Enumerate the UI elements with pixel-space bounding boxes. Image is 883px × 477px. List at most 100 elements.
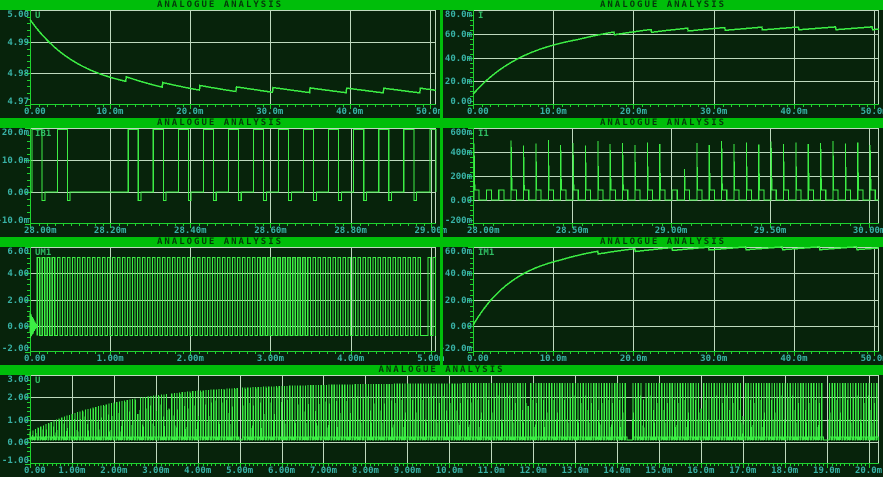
plot-area[interactable]	[25, 128, 437, 228]
x-tick-label: 4.00m	[337, 354, 365, 364]
y-tick-label: 60.0m	[444, 29, 472, 40]
x-tick-label: 10.0m	[539, 107, 567, 117]
x-tick-label: 40.0m	[780, 354, 808, 364]
panel-title-bar: ANALOGUE ANALYSIS	[0, 237, 440, 247]
panel-divider	[440, 0, 443, 365]
y-tick-label: 80.0m	[444, 10, 472, 20]
trace-label: IB1	[35, 129, 52, 139]
plot-area[interactable]	[468, 246, 879, 356]
plot-area[interactable]	[25, 10, 437, 109]
waveform-svg	[468, 10, 880, 109]
panel-title: ANALOGUE ANALYSIS	[599, 237, 727, 247]
y-tick-label: 0.00	[7, 188, 29, 198]
trace	[472, 25, 880, 95]
x-tick-label: 0.00	[467, 354, 489, 364]
y-tick-label: 600m	[450, 128, 472, 138]
x-tick-label: 28.50m	[555, 226, 589, 236]
y-tick-label: -2.00	[1, 344, 29, 354]
x-tick-label: 7.00m	[309, 466, 338, 476]
x-tick-label: 40.0m	[780, 107, 808, 117]
trace	[30, 128, 437, 202]
x-tick-label: 1.00m	[58, 466, 86, 476]
analysis-panel-base-current: ANALOGUE ANALYSIS IB1 28.00m 28.20m 28.40m…	[0, 118, 447, 237]
x-tick-label: 20.0m	[854, 466, 883, 476]
trace	[472, 246, 879, 326]
x-tick-label: 30.0m	[256, 107, 284, 117]
trace	[29, 382, 880, 441]
panel-title: ANALOGUE ANALYSIS	[156, 237, 284, 247]
y-tick-label: 10.0m	[1, 156, 29, 166]
y-tick-label: 3.00	[7, 375, 29, 385]
waveform-svg	[25, 128, 437, 228]
y-tick-label: 6.00	[7, 247, 29, 257]
x-tick-label: 13.0m	[561, 466, 589, 476]
x-tick-label: 0.00	[467, 107, 489, 117]
waveform-svg	[25, 247, 437, 356]
x-tick-label: 15.0m	[645, 466, 673, 476]
x-tick-label: 50.0m	[860, 354, 883, 364]
x-tick-label: 28.80m	[334, 226, 367, 236]
x-tick-label: 20.0m	[176, 107, 204, 117]
y-tick-label: 40.0m	[444, 269, 472, 280]
panel-title-bar: ANALOGUE ANALYSIS	[443, 0, 883, 10]
y-tick-label: 200m	[450, 172, 472, 182]
x-tick-label: 30.0m	[700, 354, 728, 364]
x-tick-label: 0.00	[24, 354, 46, 364]
y-tick-label: -200m	[444, 216, 472, 226]
panel-title-bar: ANALOGUE ANALYSIS	[0, 118, 440, 128]
x-tick-label: 2.00m	[176, 354, 204, 364]
x-tick-label: 28.00m	[467, 226, 500, 236]
y-tick-label: 4.00	[7, 269, 29, 280]
x-tick-label: 6.00m	[268, 466, 296, 476]
analysis-panel-switch-current: ANALOGUE ANALYSIS I1 28.00m 28.50m 29.00m 2…	[443, 118, 883, 237]
analysis-panel-current-top-right: ANALOGUE ANALYSIS I 0.00 10.0m 20.0m 30.0m 4…	[443, 0, 883, 118]
x-tick-label: 3.00m	[142, 466, 170, 476]
trace	[29, 19, 437, 94]
analysis-panel-voltage-top-left: ANALOGUE ANALYSIS U 0.00 10.0m 20.0m 30.0m 4…	[0, 0, 444, 118]
panel-title: ANALOGUE ANALYSIS	[156, 0, 284, 10]
x-tick-label: 29.50m	[753, 226, 787, 236]
y-tick-label: 0.00	[450, 196, 472, 206]
plot-area[interactable]	[468, 10, 880, 109]
y-tick-label: 400m	[450, 148, 472, 158]
y-tick-label: -20.0m	[439, 344, 472, 354]
x-tick-label: 20.0m	[619, 354, 648, 364]
waveform-svg	[468, 246, 879, 356]
x-tick-label: 29.00m	[654, 226, 688, 236]
analysis-panel-pwm-voltage: ANALOGUE ANALYSIS UM1 0.00 1.00m 2.00m 3.00…	[0, 237, 444, 365]
plot-area[interactable]	[25, 247, 437, 356]
y-tick-label: 0.00	[450, 97, 472, 107]
x-tick-label: 28.40m	[174, 226, 207, 236]
trace-label: U	[35, 11, 41, 21]
x-tick-label: 14.0m	[603, 466, 631, 476]
y-tick-label: 60.0m	[444, 247, 472, 257]
x-tick-label: 18.0m	[771, 466, 799, 476]
y-tick-label: -1.00	[1, 456, 29, 466]
panel-title: ANALOGUE ANALYSIS	[378, 365, 505, 375]
trace-label: U	[35, 376, 41, 386]
panel-title: ANALOGUE ANALYSIS	[156, 118, 284, 128]
y-tick-label: 2.00	[7, 295, 29, 306]
x-tick-label: 9.00m	[393, 466, 421, 476]
x-tick-label: 10.0m	[539, 354, 567, 364]
panel-title-bar: ANALOGUE ANALYSIS	[443, 237, 883, 247]
trace	[29, 256, 437, 339]
y-tick-label: 20.0m	[1, 128, 29, 138]
x-tick-label: 10.0m	[435, 466, 463, 476]
panel-title: ANALOGUE ANALYSIS	[599, 118, 727, 128]
plot-area[interactable]	[25, 375, 880, 468]
x-tick-label: 50.0m	[416, 107, 444, 117]
y-tick-label: 4.98	[7, 69, 29, 80]
x-tick-label: 5.00m	[417, 354, 445, 364]
analysis-panel-output-voltage-bottom: ANALOGUE ANALYSIS U 0.00 1.00m 2.00m 3.00m 4…	[0, 365, 883, 477]
trace-label: I	[478, 11, 484, 21]
y-tick-label: 4.99	[7, 37, 29, 48]
x-tick-label: 16.0m	[687, 466, 715, 476]
x-tick-label: 28.60m	[254, 226, 287, 236]
x-tick-label: 3.00m	[256, 354, 285, 364]
x-tick-label: 40.0m	[336, 107, 364, 117]
y-tick-label: 2.00	[7, 393, 29, 404]
panel-title-bar: ANALOGUE ANALYSIS	[443, 118, 883, 128]
plot-area[interactable]	[468, 128, 879, 228]
y-tick-label: 0.00	[7, 321, 29, 332]
